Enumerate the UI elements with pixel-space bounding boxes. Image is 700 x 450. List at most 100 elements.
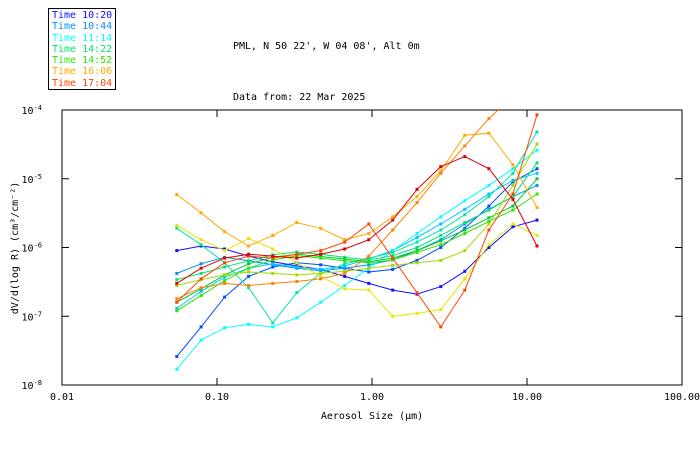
series-marker	[535, 218, 539, 222]
series-marker	[343, 255, 347, 259]
x-tick-label-4: 100.00	[664, 392, 700, 403]
series-marker	[175, 355, 179, 358]
series-marker	[511, 163, 515, 167]
series-marker	[535, 183, 539, 187]
series-marker	[247, 262, 251, 266]
series-marker	[247, 274, 251, 278]
series-marker	[487, 192, 491, 196]
x-tick-label-0: 0.01	[50, 392, 74, 403]
series-marker	[247, 259, 251, 263]
series-marker	[487, 195, 491, 199]
series-marker	[439, 233, 443, 237]
series-marker	[223, 261, 227, 265]
series-marker	[535, 192, 539, 196]
legend-item-5: Time 16:06	[52, 66, 113, 78]
series-marker	[487, 167, 491, 171]
series-marker	[295, 273, 299, 277]
series-marker	[271, 256, 275, 260]
series-marker	[535, 167, 539, 171]
series-marker	[463, 277, 467, 281]
series-marker	[463, 226, 467, 230]
series-marker	[367, 258, 371, 262]
series-marker	[175, 309, 179, 313]
series-marker	[343, 266, 347, 270]
series-marker	[511, 222, 515, 226]
series-marker	[415, 201, 419, 205]
series-marker	[271, 271, 275, 275]
x-tick-label-2: 1.00	[360, 392, 384, 403]
series-marker	[223, 256, 227, 260]
tick-labels: 0.01 0.10 1.00 10.00 100.00 10-4 10-5 10-6 10-7 1…	[22, 104, 700, 403]
series-marker	[247, 244, 251, 248]
series-marker	[223, 275, 227, 279]
series-marker	[247, 284, 251, 287]
series-line-unlabeled-12	[176, 110, 499, 300]
series-marker	[175, 300, 179, 304]
series-marker	[271, 254, 275, 258]
series-marker	[511, 204, 515, 208]
series-marker	[199, 286, 203, 290]
series-marker	[223, 230, 227, 234]
series-marker	[319, 274, 323, 278]
series-marker	[223, 279, 227, 283]
legend-item-6: Time 17:04	[52, 77, 113, 89]
series-marker	[415, 246, 419, 249]
series-marker	[271, 325, 275, 329]
plot-title: PML, N 50 22', W 04 08', Alt 0m Data fro…	[233, 4, 420, 123]
series-marker	[367, 222, 371, 226]
y-tick-label-0: 10-4	[22, 104, 42, 117]
series-marker	[319, 256, 323, 260]
series-marker	[487, 216, 491, 220]
series-marker	[367, 238, 371, 242]
series-marker	[511, 167, 515, 171]
series-marker	[415, 240, 419, 244]
series-marker	[343, 259, 347, 263]
series-line-Time 17:04	[176, 114, 538, 328]
series-marker	[439, 285, 443, 289]
series-marker	[175, 278, 179, 282]
series-marker	[463, 249, 467, 253]
series-marker	[511, 178, 515, 182]
series-marker	[439, 243, 443, 247]
series-marker	[463, 288, 467, 292]
series-marker	[439, 228, 443, 232]
series-marker	[487, 131, 491, 135]
series-marker	[175, 271, 179, 275]
series-marker	[319, 255, 323, 258]
plot-title-line1: PML, N 50 22', W 04 08', Alt 0m	[233, 41, 420, 52]
series-marker	[175, 306, 179, 310]
series-marker	[535, 206, 539, 210]
series-marker	[535, 244, 539, 248]
series-marker	[511, 225, 515, 229]
series-marker	[487, 208, 491, 212]
axes	[61, 109, 683, 386]
series-marker	[463, 221, 467, 225]
y-tick-label-2: 10-6	[22, 242, 42, 255]
series-marker	[487, 228, 491, 232]
series-marker	[343, 269, 347, 273]
series-marker	[535, 142, 539, 146]
series-marker	[223, 265, 227, 269]
series-marker	[295, 316, 299, 320]
series-line-unlabeled-9	[176, 143, 538, 286]
series-marker	[535, 177, 539, 181]
series-marker	[223, 249, 227, 253]
series-marker	[439, 258, 443, 262]
series-marker	[271, 265, 275, 269]
series-marker	[487, 222, 491, 226]
series-marker	[415, 258, 419, 262]
series-marker	[511, 192, 515, 196]
series-marker	[511, 183, 515, 187]
series-marker	[367, 266, 371, 270]
series-marker	[223, 326, 227, 330]
series-marker	[247, 322, 251, 326]
series-marker	[463, 144, 467, 148]
series-marker	[319, 277, 323, 281]
series-layer	[175, 110, 539, 371]
series-marker	[463, 155, 467, 159]
series-marker	[199, 289, 203, 293]
series-marker	[535, 161, 539, 165]
series-marker	[391, 218, 395, 222]
series-marker	[223, 295, 227, 299]
